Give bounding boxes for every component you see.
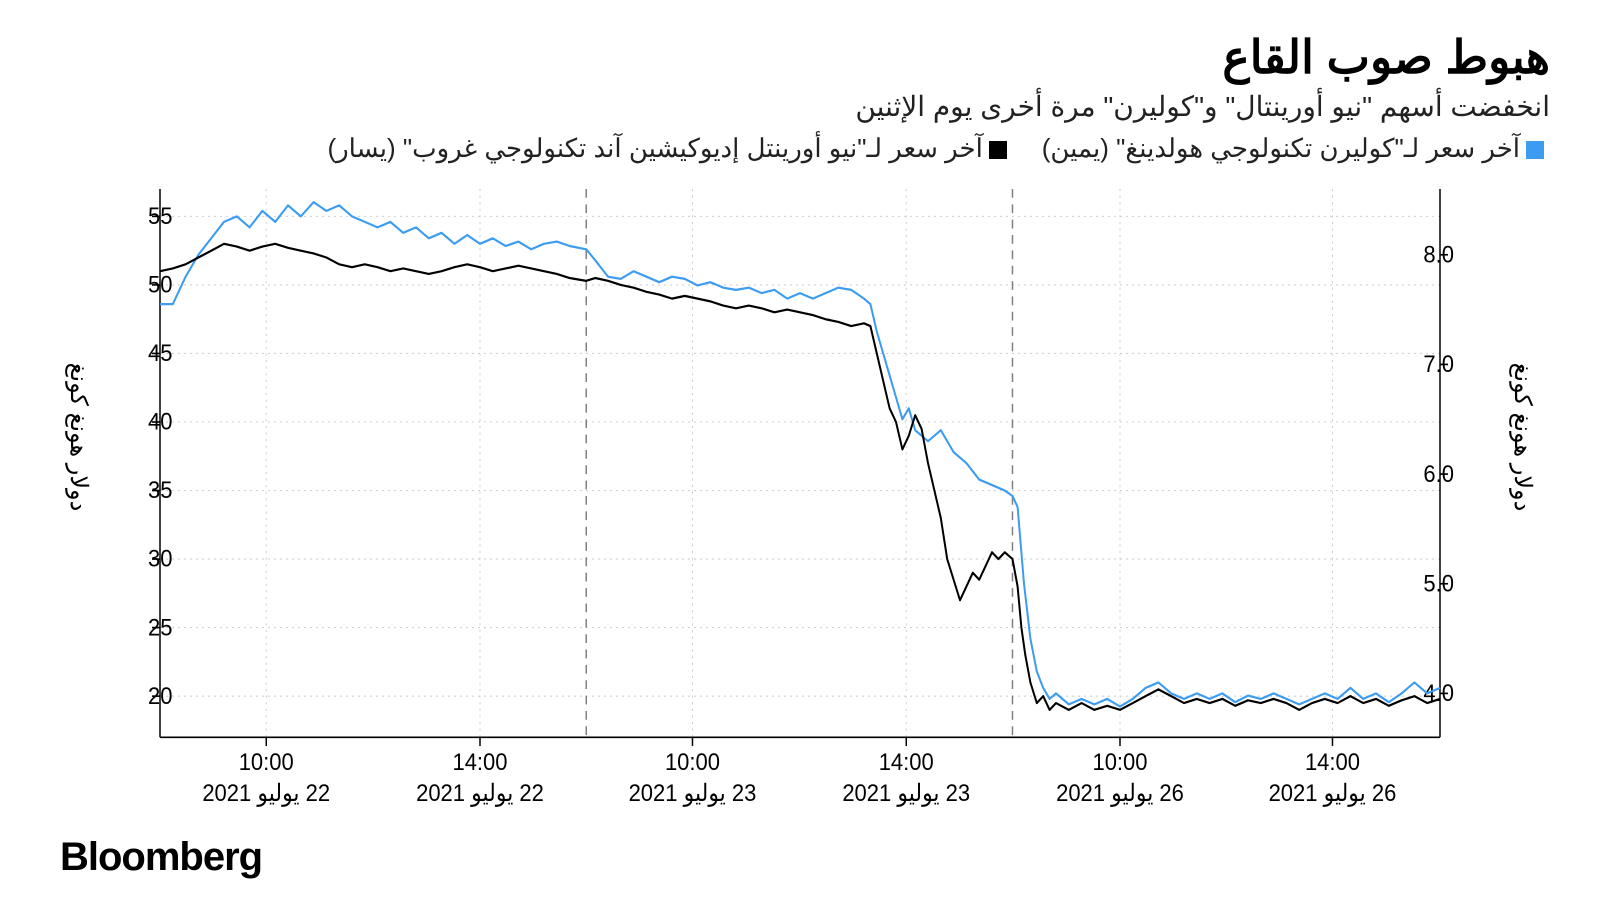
chart-container: هبوط صوب القاع انخفضت أسهم "نيو أورينتال… [0,0,1600,900]
svg-text:8.0: 8.0 [1423,240,1454,267]
legend-label-2: آخر سعر لـ"نيو أورينتل إديوكيشين آند تكن… [327,133,982,163]
svg-text:6.0: 6.0 [1423,460,1454,487]
svg-text:22 يوليو 2021: 22 يوليو 2021 [202,779,330,807]
legend-swatch-2 [989,141,1007,159]
chart-legend: آخر سعر لـ"كوليرن تكنولوجي هولدينغ" (يمي… [50,133,1550,164]
svg-text:26 يوليو 2021: 26 يوليو 2021 [1269,779,1397,807]
chart-title: هبوط صوب القاع [50,30,1550,84]
chart-svg: 20253035404550554.05.06.07.08.010:0022 ي… [50,178,1550,825]
y-axis-left-label: دولار هونغ كونغ [64,362,92,511]
svg-text:10:00: 10:00 [239,748,294,775]
y-axis-right-label: دولار هونغ كونغ [1508,362,1536,511]
svg-text:10:00: 10:00 [1092,748,1147,775]
svg-text:14:00: 14:00 [452,748,507,775]
svg-text:23 يوليو 2021: 23 يوليو 2021 [629,779,757,807]
svg-text:10:00: 10:00 [665,748,720,775]
chart-plot-area: دولار هونغ كونغ دولار هونغ كونغ 20253035… [50,178,1550,825]
legend-swatch-1 [1526,141,1544,159]
svg-text:23 يوليو 2021: 23 يوليو 2021 [842,779,970,807]
brand-logo: Bloomberg [50,835,1550,880]
svg-text:22 يوليو 2021: 22 يوليو 2021 [416,779,544,807]
svg-text:26 يوليو 2021: 26 يوليو 2021 [1056,779,1184,807]
svg-text:14:00: 14:00 [1305,748,1360,775]
svg-text:5.0: 5.0 [1423,569,1454,596]
svg-text:14:00: 14:00 [879,748,934,775]
legend-label-1: آخر سعر لـ"كوليرن تكنولوجي هولدينغ" (يمي… [1042,133,1520,163]
chart-subtitle: انخفضت أسهم "نيو أورينتال" و"كوليرن" مرة… [50,90,1550,123]
svg-text:7.0: 7.0 [1423,350,1454,377]
